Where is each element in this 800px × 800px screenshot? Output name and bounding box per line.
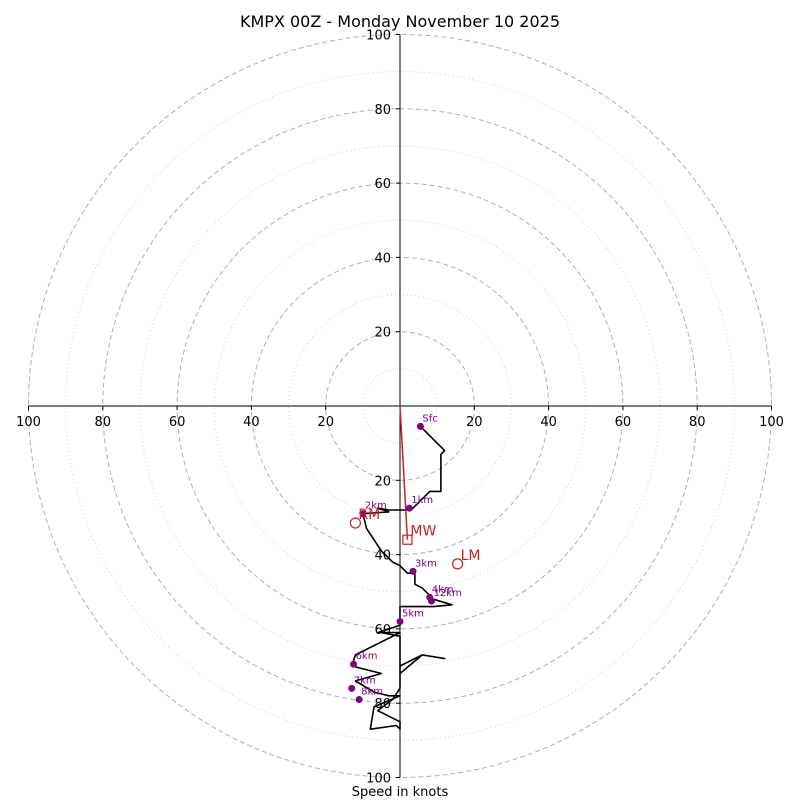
tick-labels: 100 80 60 40 20 20 40 60 80 100204060801002040608…: [16, 29, 784, 787]
height-label-Sfc: Sfc: [422, 413, 437, 424]
height-label-5km: 5km: [402, 608, 424, 619]
x-tick-label: 80: [95, 415, 112, 430]
wind-profile: [350, 427, 453, 731]
x-tick-label: 20: [466, 415, 483, 430]
y-tick-label: 20: [374, 474, 391, 489]
height-marker-Sfc: [416, 422, 424, 430]
height-marker-3km: [409, 567, 417, 575]
chart-title: KMPX 00Z - Monday November 10 2025: [240, 12, 560, 31]
y-tick-label: 40: [374, 251, 391, 266]
height-label-3km: 3km: [415, 558, 437, 569]
x-axis-label: Speed in knots: [352, 785, 449, 800]
height-label-12km: 12km: [434, 588, 462, 599]
height-label-4km: 4km: [432, 584, 454, 595]
x-tick-label: 60: [615, 415, 632, 430]
x-tick-label: 100: [759, 415, 784, 430]
y-tick-label: 100: [366, 772, 391, 787]
height-marker-8km: [355, 695, 363, 703]
motion-label-LM: LM: [461, 548, 481, 564]
y-tick-label: 80: [374, 697, 391, 712]
y-tick-label: 60: [374, 177, 391, 192]
height-marker-7km: [348, 684, 356, 692]
shear-vector: [399, 405, 409, 540]
y-tick-label: 100: [366, 29, 391, 44]
x-tick-label: 80: [689, 415, 706, 430]
height-label-1km: 1km: [411, 495, 433, 506]
height-marker-5km: [396, 617, 404, 625]
height-marker-1km: [405, 504, 413, 512]
x-tick-label: 40: [540, 415, 557, 430]
height-label-7km: 7km: [354, 675, 376, 686]
x-tick-label: 60: [169, 415, 186, 430]
y-tick-label: 20: [374, 326, 391, 341]
motion-label-RM: RM: [358, 507, 380, 523]
y-tick-label: 80: [374, 103, 391, 118]
x-tick-label: 100: [16, 415, 41, 430]
motion-label-MW: MW: [410, 524, 436, 540]
height-marker-2km: [359, 510, 367, 518]
height-marker-12km: [428, 597, 436, 605]
height-label-8km: 8km: [361, 686, 383, 697]
motion-marker-LM: [451, 558, 464, 570]
y-tick-label: 40: [374, 549, 391, 564]
motion-marker-RM: [349, 517, 362, 529]
storm-motions: RM LM MW: [349, 507, 481, 570]
height-marker-6km: [350, 660, 358, 668]
x-tick-label: 40: [243, 415, 260, 430]
height-label-6km: 6km: [356, 651, 378, 662]
hodograph-trace: [350, 427, 453, 731]
shear-vector-line: [399, 405, 409, 540]
motion-marker-MW: [402, 534, 413, 545]
x-tick-label: 20: [317, 415, 334, 430]
height-label-2km: 2km: [365, 501, 387, 512]
